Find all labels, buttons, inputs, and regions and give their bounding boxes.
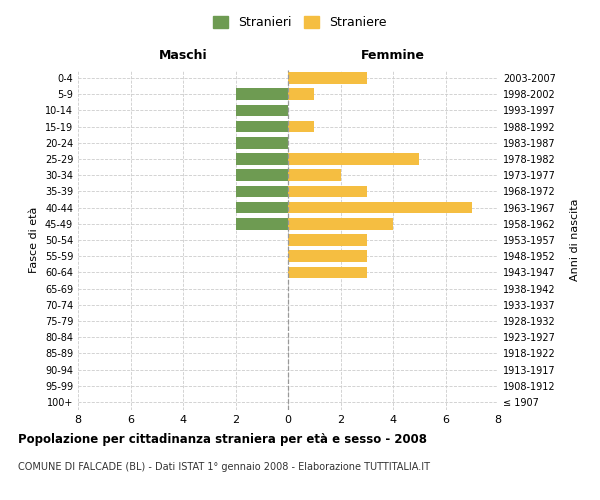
Bar bbox=[235, 202, 288, 213]
Legend: Stranieri, Straniere: Stranieri, Straniere bbox=[208, 11, 392, 34]
Bar bbox=[288, 170, 341, 181]
Bar bbox=[288, 88, 314, 100]
Y-axis label: Anni di nascita: Anni di nascita bbox=[569, 198, 580, 281]
Bar bbox=[288, 234, 367, 246]
Bar bbox=[235, 104, 288, 117]
Bar bbox=[235, 88, 288, 100]
Bar bbox=[235, 218, 288, 230]
Bar bbox=[288, 121, 314, 132]
Bar bbox=[288, 186, 367, 198]
Text: Popolazione per cittadinanza straniera per età e sesso - 2008: Popolazione per cittadinanza straniera p… bbox=[18, 432, 427, 446]
Bar bbox=[288, 202, 472, 213]
Y-axis label: Fasce di età: Fasce di età bbox=[29, 207, 39, 273]
Text: COMUNE DI FALCADE (BL) - Dati ISTAT 1° gennaio 2008 - Elaborazione TUTTITALIA.IT: COMUNE DI FALCADE (BL) - Dati ISTAT 1° g… bbox=[18, 462, 430, 472]
Bar bbox=[288, 72, 367, 84]
Text: Maschi: Maschi bbox=[158, 49, 208, 62]
Bar bbox=[288, 250, 367, 262]
Bar bbox=[235, 121, 288, 132]
Bar bbox=[235, 186, 288, 198]
Bar bbox=[288, 153, 419, 165]
Bar bbox=[235, 170, 288, 181]
Bar bbox=[288, 266, 367, 278]
Bar bbox=[288, 218, 393, 230]
Bar bbox=[235, 137, 288, 148]
Text: Femmine: Femmine bbox=[361, 49, 425, 62]
Bar bbox=[235, 153, 288, 165]
